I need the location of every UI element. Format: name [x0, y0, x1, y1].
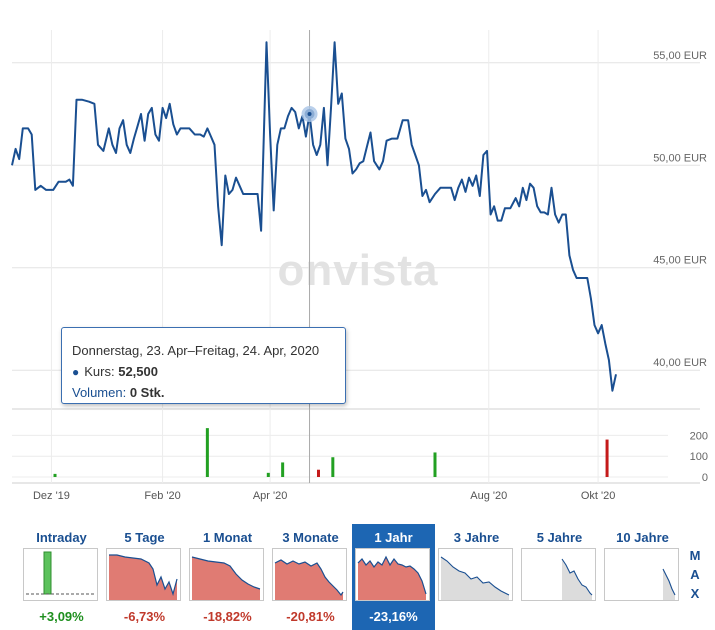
volume-bar	[605, 439, 609, 477]
period-thumbnail	[438, 548, 513, 601]
tooltip-price-row: ● Kurs: 52,500	[72, 361, 335, 382]
period-tab-intraday[interactable]: Intraday +3,09%	[20, 524, 103, 630]
period-change	[518, 608, 601, 626]
volume-axis: 200 100 0	[690, 430, 708, 484]
max-letter: A	[690, 567, 700, 582]
max-letter: X	[690, 586, 700, 601]
volume-grid	[12, 434, 668, 478]
period-tab-max[interactable]: M A X	[684, 546, 706, 603]
volume-bar	[331, 457, 335, 477]
period-change: -23,16%	[369, 609, 418, 624]
tooltip-price-label: Kurs:	[84, 364, 115, 379]
hover-marker	[301, 106, 318, 123]
max-letter: M	[689, 548, 701, 563]
period-thumbnail	[23, 548, 98, 601]
time-tick-label: Aug '20	[470, 490, 507, 502]
tooltip-date: Donnerstag, 23. Apr–Freitag, 24. Apr, 20…	[72, 343, 320, 358]
period-label: 1 Monat	[202, 530, 253, 545]
price-tick-label: 40,00 EUR	[653, 357, 707, 369]
period-thumbnail	[355, 548, 430, 601]
period-label: 1 Jahr	[374, 530, 413, 545]
period-tab-1-monat[interactable]: 1 Monat -18,82%	[186, 524, 269, 630]
volume-bar	[316, 469, 320, 477]
period-tab-1-jahr[interactable]: 1 Jahr -23,16%	[352, 524, 435, 630]
volume-tick-label: 0	[702, 472, 708, 484]
tooltip-volume-label: Volumen:	[72, 385, 127, 400]
time-tick-label: Feb '20	[144, 490, 180, 502]
period-label: 3 Jahre	[453, 530, 500, 545]
period-label: 10 Jahre	[616, 530, 669, 545]
volume-tick-label: 100	[690, 451, 708, 463]
volume-bar	[205, 428, 209, 477]
tooltip-volume-row: Volumen: 0 Stk.	[72, 382, 335, 403]
period-tab-3-monate[interactable]: 3 Monate -20,81%	[269, 524, 352, 630]
period-change	[601, 608, 684, 626]
time-axis: Dez '19 Feb '20 Apr '20 Aug '20 Okt '20	[33, 490, 615, 502]
time-tick-label: Dez '19	[33, 490, 70, 502]
volume-bar	[281, 462, 285, 477]
volume-bars	[53, 428, 609, 477]
onvista-watermark: onvista	[277, 246, 438, 295]
period-change: -18,82%	[203, 609, 252, 624]
period-thumbnail	[521, 548, 596, 601]
period-change: -20,81%	[286, 609, 335, 624]
period-thumbnail	[604, 548, 679, 601]
period-tab-5-jahre[interactable]: 5 Jahre	[518, 524, 601, 630]
period-label: 3 Monate	[282, 530, 339, 545]
period-change: -6,73%	[123, 609, 166, 624]
period-change	[435, 608, 518, 626]
period-label: Intraday	[36, 530, 87, 545]
volume-bar	[53, 473, 57, 477]
tooltip-price-value: 52,500	[118, 364, 158, 379]
period-tab-3-jahre[interactable]: 3 Jahre	[435, 524, 518, 630]
period-label: 5 Jahre	[536, 530, 583, 545]
time-tick-label: Okt '20	[581, 490, 616, 502]
volume-tick-label: 200	[690, 430, 708, 442]
time-tick-label: Apr '20	[253, 490, 288, 502]
price-axis: 55,00 EUR 50,00 EUR 45,00 EUR 40,00 EUR	[653, 50, 707, 369]
price-tick-label: 55,00 EUR	[653, 50, 707, 62]
tooltip-volume-value: 0 Stk.	[129, 385, 165, 400]
period-tab-5-tage[interactable]: 5 Tage -6,73%	[103, 524, 186, 630]
period-thumbnail	[189, 548, 264, 601]
period-label: 5 Tage	[124, 530, 165, 545]
period-thumbnail	[272, 548, 347, 601]
hover-tooltip: Donnerstag, 23. Apr–Freitag, 24. Apr, 20…	[61, 327, 346, 404]
period-tab-10-jahre[interactable]: 10 Jahre	[601, 524, 684, 630]
price-chart[interactable]: onvista 55,00 EUR 50,00 EUR 45,00 EUR 40,00…	[0, 0, 715, 520]
volume-bar	[266, 472, 270, 477]
price-tick-label: 50,00 EUR	[653, 152, 707, 164]
volume-bar	[433, 452, 437, 477]
period-thumbnail	[106, 548, 181, 601]
period-change: +3,09%	[39, 609, 84, 624]
series-dot-icon: ●	[72, 365, 80, 379]
price-tick-label: 45,00 EUR	[653, 255, 707, 267]
price-line	[11, 41, 617, 392]
period-selector: Intraday +3,09% 5 Tage -6,73% 1 Monat -1…	[0, 524, 715, 630]
